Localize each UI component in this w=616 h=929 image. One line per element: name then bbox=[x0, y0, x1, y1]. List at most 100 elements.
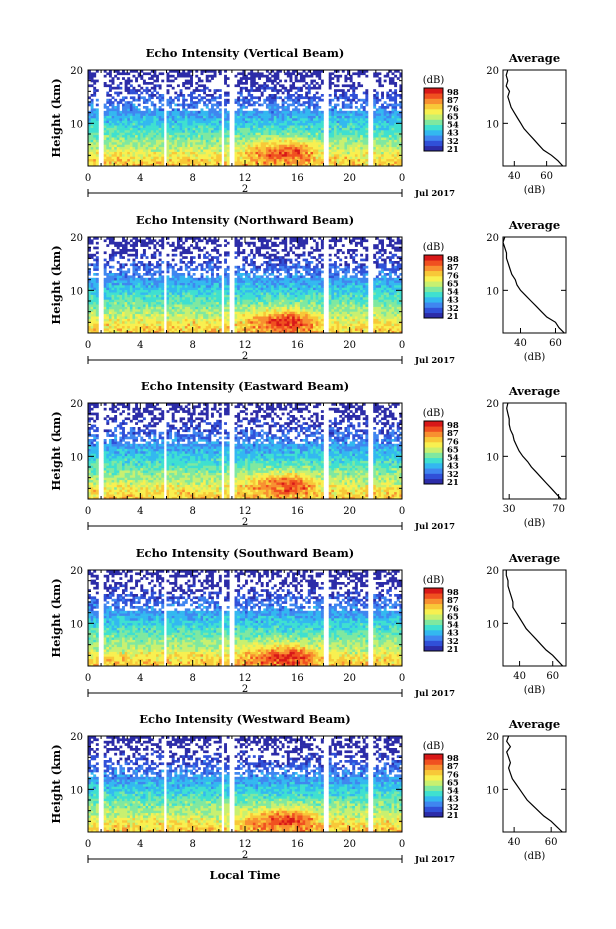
heatmap-cell bbox=[391, 130, 395, 133]
heatmap-cell bbox=[239, 89, 243, 92]
heatmap-cell bbox=[373, 94, 377, 97]
heatmap-cell bbox=[93, 74, 97, 78]
heatmap-cell bbox=[292, 115, 296, 119]
heatmap-cell bbox=[95, 127, 99, 131]
heatmap-cell bbox=[341, 118, 345, 121]
heatmap-cell bbox=[213, 70, 217, 73]
heatmap-cell bbox=[140, 132, 144, 136]
heatmap-cell bbox=[95, 318, 99, 322]
heatmap-cell bbox=[135, 144, 139, 148]
heatmap-cell bbox=[242, 106, 246, 109]
heatmap-cell bbox=[140, 318, 144, 322]
heatmap-cell bbox=[132, 261, 136, 264]
heatmap-cell bbox=[184, 158, 188, 162]
heatmap-cell bbox=[187, 103, 191, 107]
heatmap-cell bbox=[208, 311, 212, 315]
heatmap-cell bbox=[182, 156, 186, 160]
heatmap-cell bbox=[88, 270, 91, 274]
heatmap-cell bbox=[119, 156, 123, 160]
heatmap-cell bbox=[237, 161, 241, 164]
heatmap-cell bbox=[166, 309, 170, 312]
heatmap-cell bbox=[328, 82, 332, 85]
heatmap-cell bbox=[271, 137, 275, 140]
heatmap-cell bbox=[137, 158, 141, 162]
heatmap-cell bbox=[195, 285, 199, 288]
heatmap-cell bbox=[137, 151, 141, 155]
heatmap-cell bbox=[208, 120, 212, 124]
heatmap-cell bbox=[242, 86, 246, 90]
heatmap-cell bbox=[203, 146, 207, 150]
heatmap-cell bbox=[156, 149, 159, 152]
heatmap-cell bbox=[158, 125, 162, 128]
heatmap-cell bbox=[119, 294, 123, 298]
heatmap-cell bbox=[258, 113, 261, 116]
heatmap-cell bbox=[200, 282, 204, 286]
heatmap-cell bbox=[218, 142, 222, 145]
heatmap-cell bbox=[344, 151, 348, 155]
heatmap-cell bbox=[203, 330, 207, 334]
heatmap-cell bbox=[90, 122, 94, 126]
heatmap-cell bbox=[116, 277, 120, 281]
heatmap-cell bbox=[373, 139, 377, 143]
heatmap-cell bbox=[103, 297, 107, 300]
heatmap-cell bbox=[268, 118, 272, 121]
heatmap-cell bbox=[119, 263, 123, 267]
heatmap-cell bbox=[286, 108, 290, 112]
heatmap-cell bbox=[127, 311, 131, 315]
heatmap-cell bbox=[88, 77, 91, 80]
heatmap-cell bbox=[142, 316, 146, 319]
heatmap-cell bbox=[129, 294, 133, 298]
heatmap-cell bbox=[119, 323, 123, 327]
heatmap-cell bbox=[187, 304, 191, 307]
heatmap-cell bbox=[150, 103, 154, 107]
heatmap-cell bbox=[208, 98, 212, 102]
heatmap-cell bbox=[166, 134, 170, 138]
heatmap-cell bbox=[203, 132, 207, 136]
heatmap-cell bbox=[179, 74, 183, 78]
heatmap-cell bbox=[276, 146, 280, 150]
heatmap-cell bbox=[226, 146, 230, 150]
heatmap-cell bbox=[137, 113, 141, 116]
heatmap-cell bbox=[137, 149, 141, 152]
heatmap-cell bbox=[142, 285, 146, 288]
heatmap-cell bbox=[132, 103, 136, 107]
heatmap-cell bbox=[148, 273, 152, 276]
heatmap-cell bbox=[313, 86, 316, 90]
heatmap-cell bbox=[357, 137, 361, 140]
heatmap-cell bbox=[119, 299, 123, 303]
heatmap-cell bbox=[195, 241, 199, 245]
heatmap-cell bbox=[171, 139, 175, 143]
heatmap-cell bbox=[129, 115, 133, 119]
heatmap-cell bbox=[313, 98, 316, 102]
heatmap-cell bbox=[161, 146, 165, 150]
heatmap-cell bbox=[156, 299, 159, 303]
heatmap-cell bbox=[299, 151, 303, 155]
heatmap-cell bbox=[349, 79, 353, 83]
heatmap-cell bbox=[150, 253, 154, 257]
heatmap-cell bbox=[95, 70, 99, 73]
heatmap-cell bbox=[307, 115, 311, 119]
heatmap-cell bbox=[184, 122, 188, 126]
heatmap-cell bbox=[161, 79, 165, 83]
heatmap-cell bbox=[200, 277, 204, 281]
heatmap-cell bbox=[294, 106, 298, 109]
heatmap-cell bbox=[279, 137, 282, 140]
heatmap-cell bbox=[352, 134, 356, 138]
heatmap-cell bbox=[197, 328, 201, 331]
heatmap-cell bbox=[103, 151, 107, 155]
heatmap-cell bbox=[205, 77, 209, 80]
heatmap-cell bbox=[124, 156, 128, 160]
heatmap-cell bbox=[124, 84, 128, 88]
heatmap-cell bbox=[391, 132, 395, 136]
heatmap-cell bbox=[184, 142, 188, 145]
heatmap-cell bbox=[375, 154, 379, 157]
heatmap-cell bbox=[140, 325, 144, 329]
heatmap-cell bbox=[247, 163, 251, 167]
heatmap-cell bbox=[258, 130, 261, 133]
heatmap-cell bbox=[360, 70, 364, 73]
heatmap-cell bbox=[247, 132, 251, 136]
heatmap-cell bbox=[192, 120, 196, 124]
heatmap-cell bbox=[129, 280, 133, 283]
heatmap-cell bbox=[339, 149, 343, 152]
